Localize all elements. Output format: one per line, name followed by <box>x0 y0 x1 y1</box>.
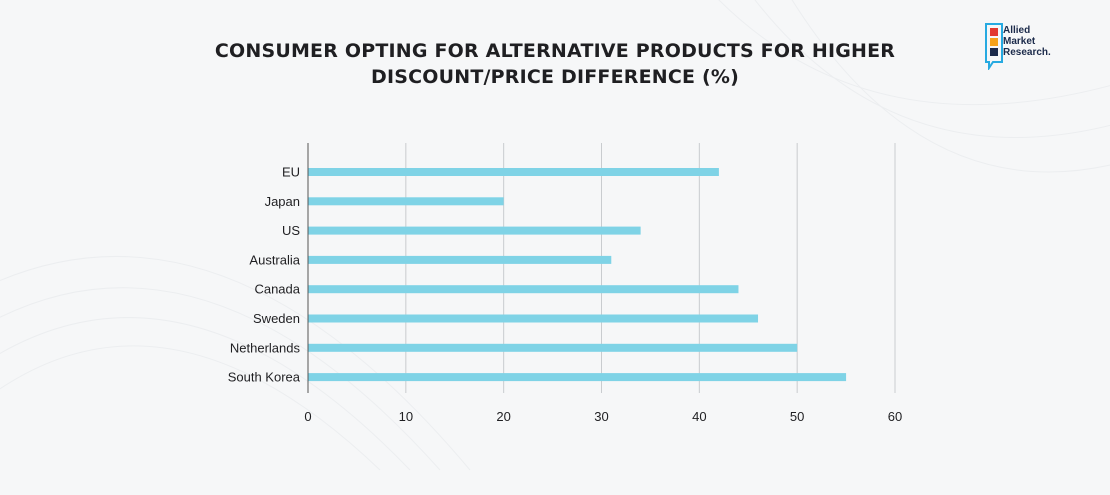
chart-title-line-2: DISCOUNT/PRICE DIFFERENCE (%) <box>370 66 740 88</box>
logo-text-allied: Allied <box>1003 25 1031 36</box>
x-tick-label-50: 50 <box>790 409 804 424</box>
bar-canada <box>308 285 739 294</box>
x-tick-label-20: 20 <box>496 409 510 424</box>
x-axis-ticks: 0 10 20 30 40 50 60 <box>304 409 902 424</box>
grid-lines <box>405 143 896 393</box>
category-label-japan: Japan <box>265 194 300 209</box>
category-label-us: US <box>282 223 300 238</box>
bar-us <box>308 226 641 235</box>
x-tick-label-40: 40 <box>692 409 706 424</box>
x-tick-label-60: 60 <box>888 409 902 424</box>
chart-title: CONSUMER OPTING FOR ALTERNATIVE PRODUCTS… <box>205 38 905 90</box>
allied-market-research-logo: Allied Market Research. <box>985 22 1085 72</box>
bar-sweden <box>308 314 759 323</box>
bar-netherlands <box>308 343 798 352</box>
bar-eu <box>308 168 719 176</box>
category-labels: EU Japan US Australia Canada Sweden Netherland… <box>228 165 301 385</box>
x-tick-label-30: 30 <box>594 409 608 424</box>
category-label-australia: Australia <box>249 252 300 267</box>
bars <box>308 168 847 382</box>
category-label-sweden: Sweden <box>253 311 300 326</box>
bar-south-korea <box>308 373 847 382</box>
logo-text-research: Research. <box>1003 47 1051 58</box>
x-tick-label-0: 0 <box>304 409 311 424</box>
category-label-netherlands: Netherlands <box>230 340 301 355</box>
logo-mark-icon <box>985 23 1003 72</box>
category-label-south-korea: South Korea <box>228 370 301 385</box>
x-tick-label-10: 10 <box>399 409 413 424</box>
logo-text-market: Market <box>1003 36 1036 47</box>
category-label-canada: Canada <box>254 282 300 297</box>
bar-australia <box>308 255 612 264</box>
chart-title-line-1: CONSUMER OPTING FOR ALTERNATIVE PRODUCTS… <box>214 40 896 62</box>
category-label-eu: EU <box>282 165 300 180</box>
bar-japan <box>308 197 504 206</box>
